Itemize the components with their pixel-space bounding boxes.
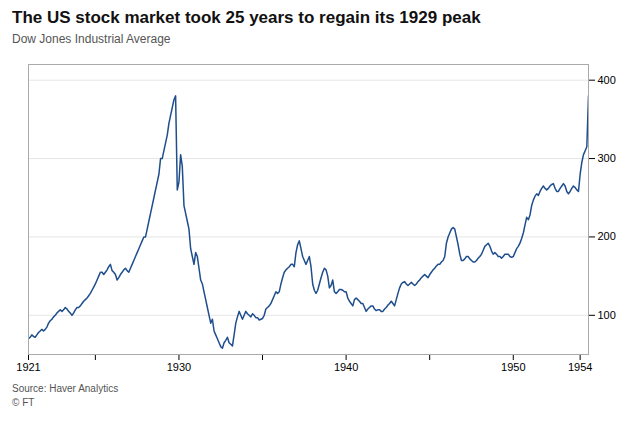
svg-text:1954: 1954 (568, 361, 592, 373)
svg-text:400: 400 (598, 74, 616, 86)
svg-text:100: 100 (598, 309, 616, 321)
svg-text:1940: 1940 (334, 361, 358, 373)
html-text:The US stock market took 25 ye: The US stock market took 25 years to reg… (12, 8, 481, 27)
html-text:Source: Haver Analytics: Source: Haver Analytics (12, 383, 119, 394)
svg-text:200: 200 (598, 230, 616, 242)
svg-text:1950: 1950 (501, 361, 525, 373)
html-text:© FT: © FT (12, 397, 35, 408)
svg-text:1921: 1921 (16, 361, 40, 373)
html-text:Dow Jones Industrial Average: Dow Jones Industrial Average (12, 32, 171, 46)
svg-text:300: 300 (598, 152, 616, 164)
svg-text:1930: 1930 (167, 361, 191, 373)
